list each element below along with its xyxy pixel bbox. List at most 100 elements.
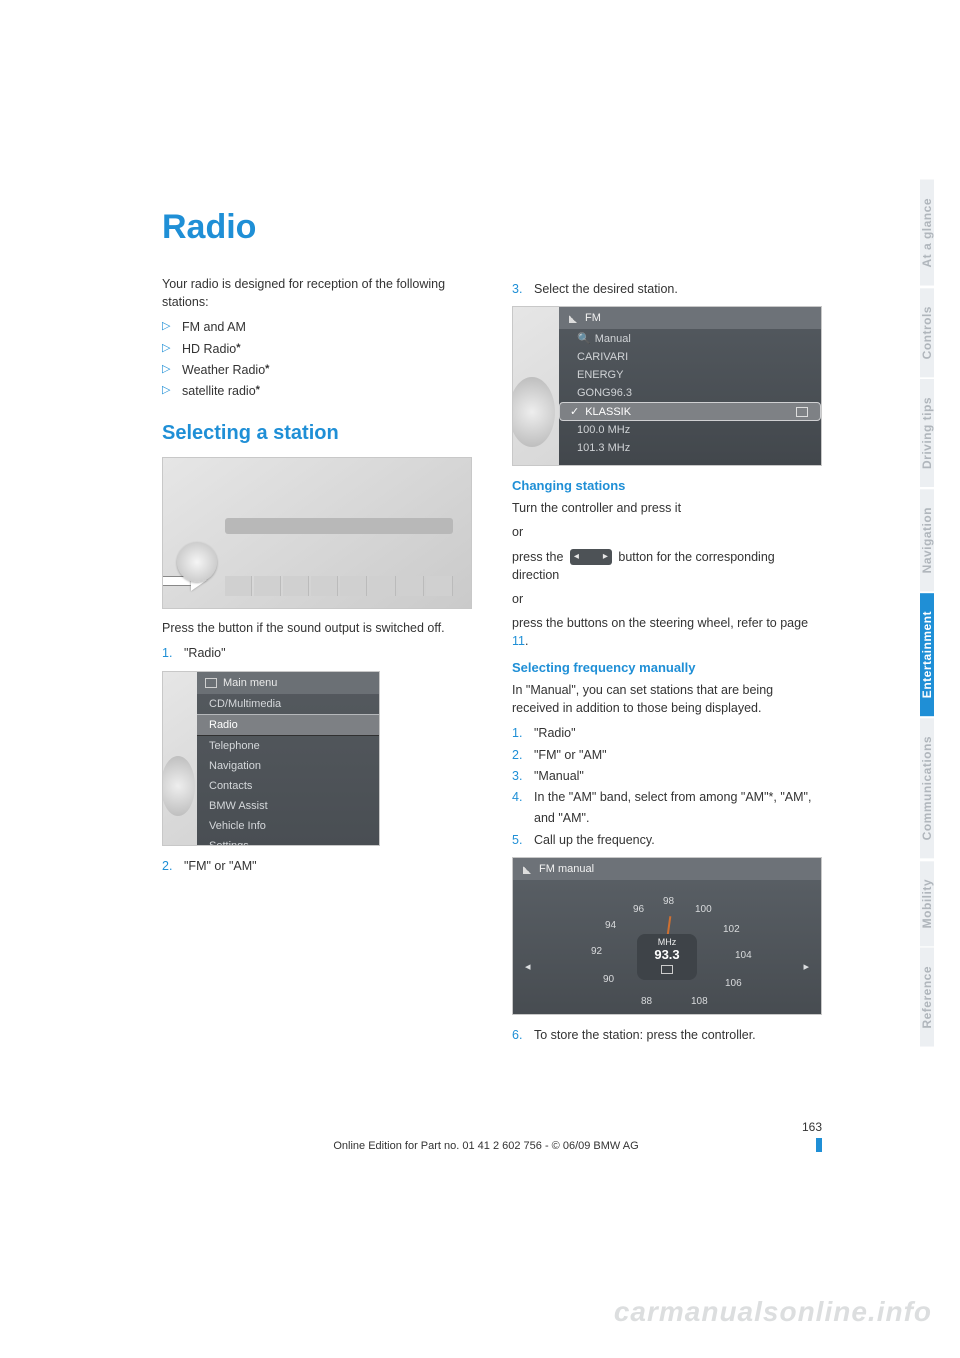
scale-arrow-left-icon: ◂	[525, 960, 531, 973]
dial-tick: 106	[725, 978, 742, 989]
fm-manual-header: FM manual	[513, 858, 821, 880]
antenna-icon	[523, 864, 533, 874]
edition-line: Online Edition for Part no. 01 41 2 602 …	[333, 1140, 644, 1152]
page-footer: 163 Online Edition for Part no. 01 41 2 …	[162, 1120, 822, 1154]
main-menu-header: Main menu	[197, 672, 379, 694]
step-number: 1.	[162, 643, 172, 664]
fm-row-1000: 100.0 MHz	[559, 421, 821, 439]
watermark: carmanualsonline.info	[614, 1296, 932, 1328]
tab-navigation[interactable]: Navigation	[920, 489, 934, 591]
figure-fm-station-list: FM 🔍Manual CARIVARI ENERGY GONG96.3 ✓KLA…	[512, 306, 822, 466]
step-text: To store the station: press the controll…	[534, 1028, 756, 1042]
tab-driving-tips[interactable]: Driving tips	[920, 379, 934, 487]
fm-tab-label: FM	[585, 312, 601, 324]
idrive-knob-icon	[512, 377, 555, 447]
selfreq-step-6-list: 6. To store the station: press the contro…	[512, 1025, 822, 1046]
bullet-label: satellite radio	[182, 384, 256, 398]
dial-tick: 94	[605, 920, 616, 931]
dial-tick: 102	[723, 924, 740, 935]
tab-mobility[interactable]: Mobility	[920, 861, 934, 946]
step-text: "FM" or "AM"	[534, 748, 607, 762]
selfreq-steps: 1."Radio" 2."FM" or "AM" 3."Manual" 4.In…	[512, 723, 822, 851]
menu-item-bmw-assist: BMW Assist	[197, 796, 379, 816]
press-button-text: Press the button if the sound output is …	[162, 619, 472, 637]
section-tabs: At a glance Controls Driving tips Naviga…	[920, 180, 960, 1049]
fm-row-klassik: ✓KLASSIK	[559, 402, 821, 421]
dial-center: MHz 93.3	[637, 934, 697, 980]
menu-item-cd: CD/Multimedia	[197, 694, 379, 714]
step-text: "Radio"	[534, 726, 576, 740]
dial-tick: 100	[695, 904, 712, 915]
selfreq-step-1: 1."Radio"	[512, 723, 822, 744]
accent-bar-icon	[816, 1138, 822, 1152]
dial-tick: 88	[641, 996, 652, 1007]
tab-entertainment[interactable]: Entertainment	[920, 593, 934, 716]
selfreq-step-6: 6. To store the station: press the contro…	[512, 1025, 822, 1046]
station-types-list: FM and AM HD Radio* Weather Radio * satel…	[162, 317, 472, 402]
main-menu-panel: Main menu CD/Multimedia Radio Telephone …	[197, 672, 379, 845]
step-2-fm-am: 2."FM" or "AM"	[162, 856, 472, 877]
dial-unit: MHz	[637, 937, 697, 948]
step-number: 4.	[512, 787, 522, 808]
main-menu-header-label: Main menu	[223, 677, 277, 689]
left-column: Your radio is designed for reception of …	[162, 275, 472, 883]
fm-row-label: Manual	[595, 333, 631, 345]
right-step-3: 3.Select the desired station.	[512, 279, 822, 300]
tab-controls[interactable]: Controls	[920, 288, 934, 377]
step-number: 6.	[512, 1025, 522, 1046]
changing-p2: press the button for the corresponding d…	[512, 548, 822, 584]
menu-item-contacts: Contacts	[197, 776, 379, 796]
page: At a glance Controls Driving tips Naviga…	[0, 0, 960, 1358]
step-text: "Manual"	[534, 769, 584, 783]
dial-tick: 90	[603, 974, 614, 985]
idrive-knob-icon	[162, 756, 195, 816]
radio-preset-buttons	[225, 576, 453, 596]
or-text: or	[512, 523, 822, 541]
subheading-selecting-frequency: Selecting frequency manually	[512, 660, 822, 675]
menu-icon	[205, 678, 217, 688]
figure-fm-manual-dial: FM manual MHz 93.3 ◂ ▸ 88909294969810010…	[512, 857, 822, 1015]
step-number: 5.	[512, 830, 522, 851]
figure-main-menu: Main menu CD/Multimedia Radio Telephone …	[162, 671, 380, 846]
dial-tick: 96	[633, 904, 644, 915]
dial-tick: 98	[663, 896, 674, 907]
menu-item-radio: Radio	[197, 714, 379, 736]
bullet-label: Weather Radio	[182, 363, 265, 377]
content-area: Radio Your radio is designed for recepti…	[162, 208, 822, 1052]
left-steps: 1. "Radio"	[162, 643, 472, 664]
menu-item-telephone: Telephone	[197, 736, 379, 756]
step-number: 2.	[162, 856, 172, 877]
step-number: 3.	[512, 766, 522, 787]
fm-row-gong: GONG96.3	[559, 384, 821, 402]
bullet-fm-am: FM and AM	[162, 317, 472, 338]
bullet-satellite-radio: satellite radio*	[162, 381, 472, 402]
selfreq-step-2: 2. "FM" or "AM"	[512, 745, 822, 766]
search-icon: 🔍	[577, 333, 591, 345]
seek-button-icon	[570, 549, 612, 565]
preset-icon	[796, 407, 808, 417]
figure-radio-unit	[162, 457, 472, 609]
tab-reference[interactable]: Reference	[920, 948, 934, 1047]
page-link-11[interactable]: 11	[512, 634, 525, 648]
pointer-arrow-icon	[162, 566, 215, 596]
bullet-label: FM and AM	[182, 320, 246, 334]
dial-frequency: 93.3	[637, 947, 697, 963]
step-text: "Radio"	[184, 646, 226, 660]
tab-communications[interactable]: Communications	[920, 718, 934, 858]
step-number: 2.	[512, 745, 522, 766]
text-fragment: press the	[512, 550, 567, 564]
dial-tick: 104	[735, 950, 752, 961]
or-text-2: or	[512, 590, 822, 608]
bullet-hd-radio: HD Radio*	[162, 339, 472, 360]
bullet-label: HD Radio	[182, 342, 236, 356]
selfreq-step-3: 3. "Manual"	[512, 766, 822, 787]
asterisk-icon: *	[256, 384, 260, 396]
step-1-radio: 1. "Radio"	[162, 643, 472, 664]
tab-at-a-glance[interactable]: At a glance	[920, 180, 934, 286]
text-fragment: .	[525, 634, 528, 648]
selfreq-step-5: 5.Call up the frequency.	[512, 830, 822, 851]
selfreq-intro: In "Manual", you can set stations that a…	[512, 681, 822, 717]
menu-item-vehicle-info: Vehicle Info	[197, 816, 379, 836]
step-3-select-station: 3.Select the desired station.	[512, 279, 822, 300]
dial-tick: 108	[691, 996, 708, 1007]
